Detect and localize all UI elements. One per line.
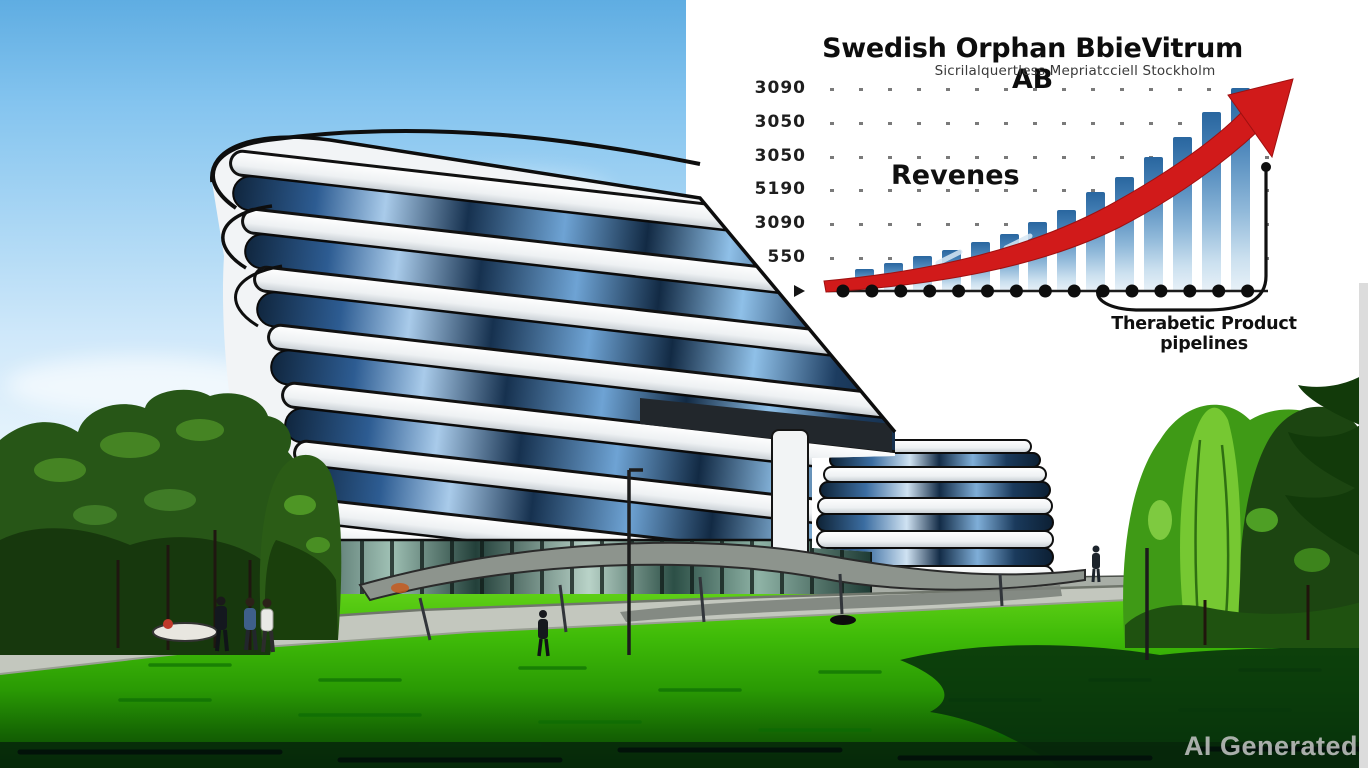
chart-subtitle: Sicrilalquertless Mepriatcciell Stockhol… <box>934 63 1216 79</box>
gridline <box>830 122 1278 125</box>
bench-sculpture <box>152 619 218 642</box>
chart-title: Swedish Orphan BbieVitrum AB <box>822 33 1243 95</box>
y-axis-tick-label: 3090 <box>754 78 806 98</box>
x-axis-dot <box>1096 284 1110 298</box>
gridline <box>830 257 1278 260</box>
right-edge-strip <box>1359 283 1368 768</box>
pedestrian <box>260 598 275 653</box>
axis-start-marker <box>794 285 805 297</box>
x-axis-dot <box>1183 284 1197 298</box>
gridline <box>830 223 1278 226</box>
x-axis-dot <box>836 284 850 298</box>
y-axis-tick-label: 550 <box>767 247 806 267</box>
x-axis-dot <box>981 284 994 298</box>
pedestrians <box>215 545 1101 657</box>
lamppost <box>627 468 643 655</box>
gridline <box>830 156 1278 159</box>
y-axis-tick-label: 3050 <box>754 112 806 132</box>
left-pine-trees <box>0 389 409 655</box>
x-axis-dot <box>1212 284 1226 298</box>
x-axis-dot <box>952 284 966 298</box>
lawn-shadow-patch <box>900 642 1368 768</box>
x-axis-dot <box>894 284 908 298</box>
ai-generated-watermark: AI Generated <box>1183 731 1358 761</box>
entrance-canopy <box>358 541 1086 641</box>
x-axis-dot <box>1154 284 1168 298</box>
pedestrian <box>244 597 258 651</box>
gridline <box>830 189 1278 192</box>
x-axis-dot <box>1009 284 1023 298</box>
y-axis-tick-label: 5190 <box>754 179 806 199</box>
x-axis-dot <box>1038 284 1052 298</box>
x-axis-dot <box>1241 284 1255 298</box>
cantilever-soffit <box>640 398 892 452</box>
x-axis-dot <box>1125 284 1139 298</box>
x-axis-dot <box>923 284 937 298</box>
x-axis-label: Therabetic Product pipelines <box>1111 314 1297 354</box>
y-axis-tick-label: 3050 <box>754 146 806 166</box>
trend-arrow <box>823 78 1294 293</box>
x-axis-dot <box>1067 284 1081 298</box>
pedestrian <box>215 596 229 652</box>
pipeline-callout-curve <box>1096 162 1271 312</box>
y-axis-tick-label: 3090 <box>754 213 806 233</box>
right-trees <box>1123 360 1368 648</box>
gridline <box>830 88 1278 91</box>
pedestrian <box>537 610 550 657</box>
pedestrian <box>1091 545 1101 583</box>
x-axis-dots <box>836 284 1255 298</box>
bird-on-plaza <box>830 615 856 625</box>
callout-dot <box>1261 162 1271 172</box>
ghost-arrow-marks <box>935 119 1243 266</box>
x-axis-dot <box>865 284 879 298</box>
series-label: Revenes <box>891 160 1020 191</box>
